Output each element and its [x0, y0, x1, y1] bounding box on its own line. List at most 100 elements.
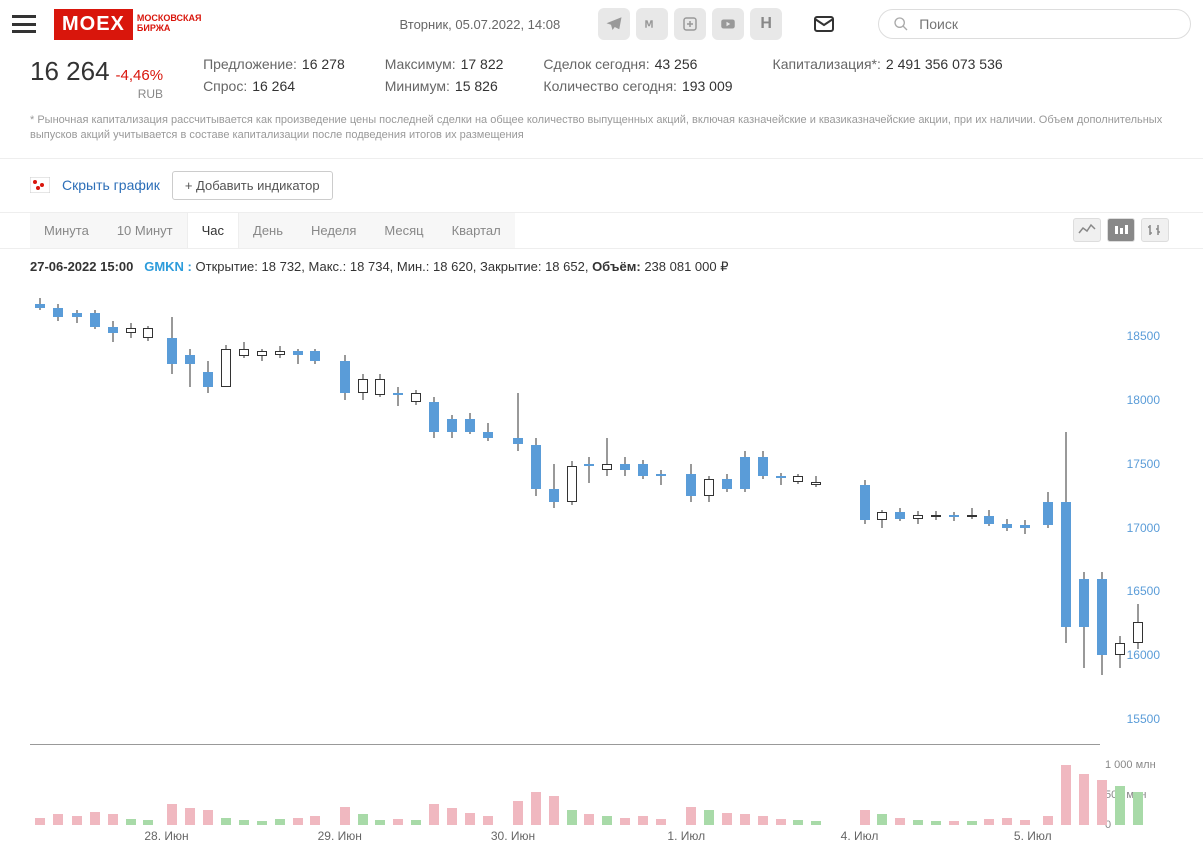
vol-tick-label: 1 000 млн [1105, 759, 1156, 771]
volume-bar [584, 814, 594, 825]
volume-bar [1043, 816, 1053, 825]
volume-bar [531, 792, 541, 825]
candle-chart[interactable]: 15500160001650017000175001800018500 [30, 285, 1100, 745]
search-box[interactable] [878, 9, 1191, 39]
timeframe-tab[interactable]: Неделя [297, 213, 370, 248]
timeframe-tabs: Минута10 МинутЧасДеньНеделяМесяцКвартал [0, 212, 1203, 249]
volume-bar [860, 810, 870, 825]
volume-bar [793, 820, 803, 825]
timeframe-tab[interactable]: 10 Минут [103, 213, 187, 248]
volume-bar [447, 808, 457, 825]
volume-bar [340, 807, 350, 825]
timeframe-tab[interactable]: День [239, 213, 297, 248]
search-input[interactable] [919, 16, 1176, 32]
menu-hamburger[interactable] [12, 15, 36, 33]
plus-icon[interactable] [674, 8, 706, 40]
volume-chart[interactable]: 0500 млн1 000 млн [30, 765, 1100, 825]
habr-icon[interactable]: H [750, 8, 782, 40]
volume-bar [913, 820, 923, 825]
volume-bar [740, 814, 750, 825]
timeframe-tab[interactable]: Месяц [370, 213, 437, 248]
cap-value: 2 491 356 073 536 [886, 56, 1003, 72]
volume-bar [758, 816, 768, 825]
volume-bar [620, 818, 630, 825]
y-tick-label: 17500 [1127, 457, 1160, 471]
low-value: 18 620, [433, 259, 476, 274]
volume-bar [429, 804, 439, 825]
volume-bar [239, 820, 249, 825]
min-value: 15 826 [455, 78, 498, 94]
volume-bar [1020, 820, 1030, 825]
volume-bar [1079, 774, 1089, 825]
volume-bar [877, 814, 887, 825]
x-tick-label: 29. Июн [318, 829, 362, 843]
volume-bar [931, 821, 941, 825]
min-label: Минимум: [385, 78, 450, 94]
volume-bar [257, 821, 267, 825]
volume-bar [567, 810, 577, 825]
add-indicator-button[interactable]: + Добавить индикатор [172, 171, 333, 200]
y-tick-label: 16500 [1127, 584, 1160, 598]
offer-value: 16 278 [302, 56, 345, 72]
volume-bar [275, 819, 285, 825]
volume-bar [126, 819, 136, 825]
volume-bar [811, 821, 821, 825]
x-tick-label: 5. Июл [1014, 829, 1052, 843]
chart-ticker: GMKN : [144, 259, 192, 274]
x-tick-label: 30. Июн [491, 829, 535, 843]
x-tick-label: 4. Июл [841, 829, 879, 843]
volume-bar [1133, 792, 1143, 825]
max-value: 17 822 [461, 56, 504, 72]
logo[interactable]: MOEX МОСКОВСКАЯ БИРЖА [54, 9, 202, 40]
deals-label: Сделок сегодня: [543, 56, 649, 72]
price-block: 16 264 -4,46% RUB [30, 56, 163, 101]
volume-bar [90, 812, 100, 825]
search-icon [893, 16, 909, 32]
price-currency: RUB [138, 87, 163, 101]
chart-type-line-icon[interactable] [1073, 218, 1101, 242]
x-axis: 28. Июн29. Июн30. Июн1. Июл4. Июл5. Июл [30, 829, 1100, 849]
volume-bar [656, 819, 666, 825]
volume-bar [72, 816, 82, 825]
volume-bar [393, 819, 403, 825]
chart-type-candle-icon[interactable] [1107, 218, 1135, 242]
volume-bar [602, 816, 612, 825]
cap-label: Капитализация*: [773, 56, 881, 72]
volume-bar [549, 796, 559, 825]
close-value: 18 652, [545, 259, 588, 274]
volume-bar [221, 818, 231, 825]
volume-bar [483, 816, 493, 825]
demand-label: Спрос: [203, 78, 247, 94]
x-tick-label: 28. Июн [144, 829, 188, 843]
qty-label: Количество сегодня: [543, 78, 677, 94]
y-tick-label: 16000 [1127, 648, 1160, 662]
youtube-icon[interactable] [712, 8, 744, 40]
volume-bar [1097, 780, 1107, 825]
volume-bar [949, 821, 959, 825]
timeframe-tab[interactable]: Минута [30, 213, 103, 248]
volume-bar [1115, 786, 1125, 825]
telegram-icon[interactable] [598, 8, 630, 40]
volume-bar [465, 813, 475, 825]
chart-info: 27-06-2022 15:00 GMKN : Открытие: 18 732… [0, 249, 1203, 285]
high-value: 18 734, [350, 259, 393, 274]
vk-icon[interactable] [636, 8, 668, 40]
hide-chart-link[interactable]: Скрыть график [62, 177, 160, 193]
chart-type-bar-icon[interactable] [1141, 218, 1169, 242]
volume-bar [1002, 818, 1012, 825]
vol-label: Объём: [592, 259, 641, 274]
volume-bar [895, 818, 905, 825]
volume-bar [638, 816, 648, 824]
volume-bar [203, 810, 213, 825]
volume-bar [143, 820, 153, 825]
volume-bar [108, 814, 118, 825]
mail-icon[interactable] [808, 8, 840, 40]
demand-value: 16 264 [252, 78, 295, 94]
timeframe-tab[interactable]: Квартал [438, 213, 515, 248]
qty-value: 193 009 [682, 78, 733, 94]
volume-bar [513, 801, 523, 825]
volume-bar [167, 804, 177, 825]
timeframe-tab[interactable]: Час [187, 213, 239, 248]
y-tick-label: 17000 [1127, 521, 1160, 535]
volume-bar [722, 813, 732, 825]
